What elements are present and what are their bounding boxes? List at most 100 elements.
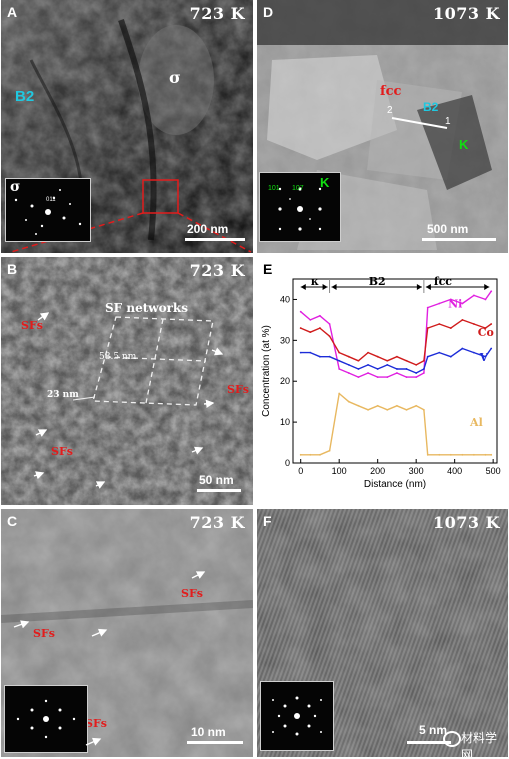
- panel-d-label: D: [263, 4, 274, 20]
- panel-b-networks-label: SF networks: [105, 301, 188, 315]
- series-point-v-0: [299, 351, 302, 354]
- panel-a-b2-label: B2: [15, 88, 35, 105]
- panel-f-temperature: 1073 K: [432, 513, 500, 532]
- series-point-al-5: [347, 400, 350, 403]
- y-tick-label-4: 40: [280, 294, 290, 304]
- series-point-ni-16: [449, 298, 452, 301]
- series-point-co-19: [484, 327, 487, 329]
- panel-e: E κ B2 fcc 0 100 200 300 400 500 0 10 20 30 40 Distanc…: [257, 257, 508, 505]
- series-point-al-8: [376, 404, 379, 407]
- series-point-ni-19: [484, 298, 487, 301]
- series-point-co-8: [376, 355, 379, 358]
- panel-d-fcc-label: fcc: [380, 84, 402, 99]
- panel-b-scale-bar: [197, 489, 241, 492]
- panel-b-sfs-1: SFs: [21, 319, 43, 332]
- series-point-v-10: [396, 368, 398, 370]
- region-label-1: B2: [369, 275, 386, 288]
- series-point-co-17: [461, 318, 464, 321]
- series-point-v-12: [415, 372, 418, 374]
- series-point-v-17: [461, 347, 464, 350]
- series-point-ni-3: [328, 323, 331, 325]
- series-point-co-12: [415, 363, 418, 366]
- series-point-ni-13: [422, 372, 425, 374]
- series-point-al-13: [422, 408, 425, 411]
- series-point-v-3: [328, 355, 331, 358]
- panel-a-diffraction-inset: σ 011: [5, 178, 91, 242]
- series-point-v-7: [367, 363, 369, 366]
- panel-d-line-end: 1: [445, 116, 451, 127]
- panel-b-dim2: 23 nm: [47, 390, 79, 400]
- series-label-co: Co: [478, 326, 494, 339]
- series-point-ni-8: [376, 376, 379, 379]
- series-point-co-16: [449, 327, 452, 329]
- series-line-co: [300, 319, 492, 366]
- series-point-ni-12: [415, 376, 418, 379]
- panel-e-label: E: [263, 261, 273, 277]
- series-point-v-5: [347, 363, 350, 366]
- y-tick-label-0: 0: [285, 458, 290, 468]
- panel-a-inset-index: 011: [46, 197, 56, 203]
- x-axis-label: Distance (nm): [364, 479, 426, 490]
- region-arrow-right-2: [484, 284, 490, 290]
- series-point-v-6: [357, 368, 360, 370]
- y-tick-label-2: 20: [280, 376, 290, 386]
- series-point-al-1: [309, 453, 312, 456]
- panel-a-temperature: 723 K: [189, 4, 245, 23]
- series-point-al-10: [396, 404, 398, 407]
- panel-b-sfs-2: SFs: [227, 383, 249, 396]
- series-line-al: [300, 392, 492, 456]
- series-point-v-14: [426, 355, 429, 358]
- region-label-2: fcc: [434, 275, 452, 288]
- series-point-co-7: [367, 351, 369, 354]
- series-point-co-0: [299, 327, 302, 329]
- region-arrow-right-0: [322, 284, 328, 290]
- panel-b: B 723 K SF networks 58.5 nm 23 nm SFs SF…: [1, 257, 253, 505]
- panel-d: D 1073 K fcc B2 K 2 1 101 107 K 500 nm: [257, 0, 508, 253]
- series-point-ni-0: [299, 310, 302, 313]
- x-tick-label-2: 200: [370, 466, 385, 476]
- panel-d-line-start: 2: [387, 105, 393, 116]
- watermark-text: 材料学网: [461, 731, 498, 757]
- region-arrow-left-0: [300, 284, 306, 290]
- watermark-logo-icon: [443, 731, 461, 747]
- panel-d-inset-k: K: [320, 175, 330, 190]
- series-point-v-11: [405, 368, 408, 370]
- chart-plot-frame: [292, 278, 498, 464]
- panel-d-diffraction-pattern: [278, 187, 322, 231]
- series-point-co-14: [426, 327, 429, 329]
- panel-a-scale-bar: [185, 238, 245, 241]
- panel-c-scale-bar: [187, 741, 243, 744]
- series-point-al-9: [386, 408, 389, 411]
- x-tick-label-4: 400: [447, 466, 462, 476]
- panel-d-temperature: 1073 K: [432, 4, 500, 23]
- region-arrow-right-1: [416, 284, 422, 290]
- x-tick-label-5: 500: [486, 466, 501, 476]
- x-tick-label-1: 100: [332, 466, 347, 476]
- series-point-al-19: [484, 453, 487, 456]
- panel-f-fft-inset: [260, 681, 334, 751]
- series-point-v-4: [338, 359, 341, 362]
- series-point-ni-1: [309, 318, 312, 321]
- series-point-ni-9: [386, 376, 389, 379]
- panel-c-sfs-2: SFs: [33, 627, 55, 640]
- series-point-v-2: [319, 355, 321, 358]
- panel-a: A 723 K B2 σ σ 011 200 nm: [1, 0, 253, 253]
- panel-a-diffraction-pattern: [14, 189, 82, 235]
- series-point-co-10: [396, 355, 398, 358]
- series-point-v-8: [376, 368, 379, 370]
- series-point-co-5: [347, 355, 350, 358]
- y-tick-label-1: 10: [280, 417, 290, 427]
- series-point-ni-20: [490, 290, 493, 293]
- panel-f-scale-bar: [407, 741, 451, 744]
- series-point-al-12: [415, 404, 418, 407]
- series-point-ni-2: [319, 314, 321, 317]
- series-point-ni-11: [405, 376, 408, 379]
- panel-d-scale-bar: [422, 238, 496, 241]
- series-point-co-6: [357, 359, 360, 362]
- series-point-co-9: [386, 359, 389, 362]
- composition-profile-chart: κ B2 fcc 0 100 200 300 400 500 0 10 20 30 40 Distance …: [261, 275, 501, 490]
- series-point-al-18: [473, 453, 475, 456]
- series-point-ni-7: [367, 372, 369, 374]
- series-point-v-13: [422, 368, 425, 370]
- series-point-co-18: [473, 323, 475, 325]
